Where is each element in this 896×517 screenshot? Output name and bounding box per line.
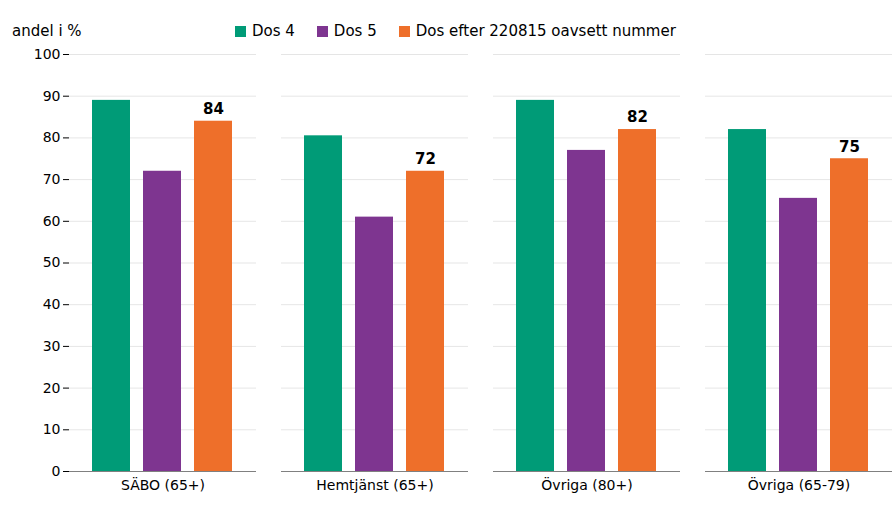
svg-text:75: 75	[839, 138, 860, 156]
svg-text:10: 10	[43, 421, 61, 437]
svg-text:SÄBO (65+): SÄBO (65+)	[121, 476, 205, 493]
html-text:Dos efter 220815 oavsett numme: Dos efter 220815 oavsett nummer	[415, 22, 676, 40]
svg-text:0: 0	[52, 463, 61, 479]
svg-text:30: 30	[43, 338, 61, 354]
svg-text:40: 40	[43, 296, 61, 312]
html-text:Dos 5: Dos 5	[333, 22, 377, 40]
svg-text:84: 84	[203, 100, 224, 118]
svg-text:100: 100	[34, 46, 61, 62]
svg-text:90: 90	[43, 88, 61, 104]
svg-text:60: 60	[43, 213, 61, 229]
svg-text:Hemtjänst (65+): Hemtjänst (65+)	[316, 477, 433, 493]
svg-text:80: 80	[43, 129, 61, 145]
svg-text:82: 82	[627, 108, 648, 126]
svg-text:Övriga (80+): Övriga (80+)	[541, 476, 632, 493]
svg-text:70: 70	[43, 171, 61, 187]
svg-text:72: 72	[415, 150, 436, 168]
svg-text:Övriga (65-79): Övriga (65-79)	[748, 476, 850, 493]
svg-text:20: 20	[43, 380, 61, 396]
html-text:Dos 4: Dos 4	[252, 22, 295, 40]
svg-text:50: 50	[43, 254, 61, 270]
html-text:andel i %: andel i %	[12, 22, 82, 40]
